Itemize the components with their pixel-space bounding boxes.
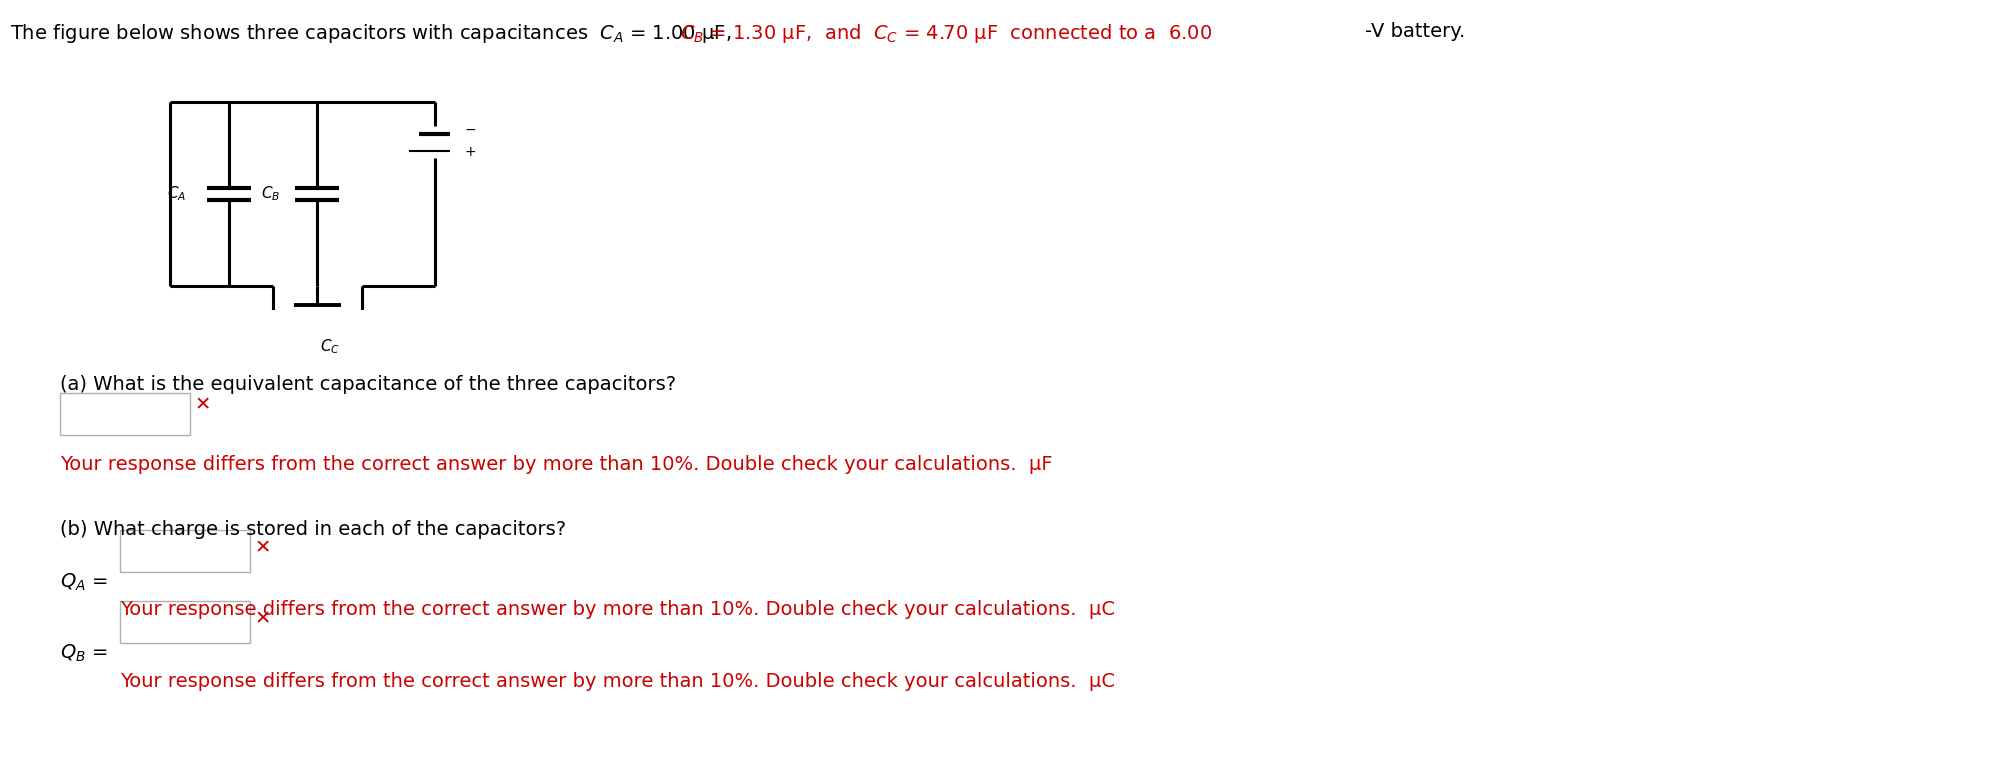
Text: $C_B$ = 1.30 μF,  and  $C_C$ = 4.70 μF  connected to a  6.00: $C_B$ = 1.30 μF, and $C_C$ = 4.70 μF con…: [680, 22, 1212, 45]
Text: ✕: ✕: [255, 610, 271, 628]
Text: Your response differs from the correct answer by more than 10%. Double check you: Your response differs from the correct a…: [120, 672, 1114, 691]
FancyBboxPatch shape: [120, 530, 251, 572]
Text: $C_B$: $C_B$: [261, 185, 281, 203]
Text: $Q_A$ =: $Q_A$ =: [60, 572, 108, 594]
Text: (b) What charge is stored in each of the capacitors?: (b) What charge is stored in each of the…: [60, 520, 566, 539]
Text: Your response differs from the correct answer by more than 10%. Double check you: Your response differs from the correct a…: [120, 600, 1114, 619]
Text: Your response differs from the correct answer by more than 10%. Double check you: Your response differs from the correct a…: [60, 455, 1052, 474]
Text: $C_A$: $C_A$: [167, 185, 187, 203]
Text: ✕: ✕: [195, 395, 211, 415]
Text: $C_C$: $C_C$: [319, 337, 339, 356]
FancyBboxPatch shape: [60, 393, 191, 435]
Text: +: +: [464, 145, 476, 159]
Text: −: −: [464, 123, 476, 137]
Text: $Q_B$ =: $Q_B$ =: [60, 643, 108, 664]
Text: (a) What is the equivalent capacitance of the three capacitors?: (a) What is the equivalent capacitance o…: [60, 375, 676, 394]
Text: ✕: ✕: [255, 539, 271, 557]
FancyBboxPatch shape: [120, 601, 251, 643]
Text: The figure below shows three capacitors with capacitances  $C_A$ = 1.00 μF,: The figure below shows three capacitors …: [10, 22, 739, 45]
Text: -V battery.: -V battery.: [1365, 22, 1465, 41]
